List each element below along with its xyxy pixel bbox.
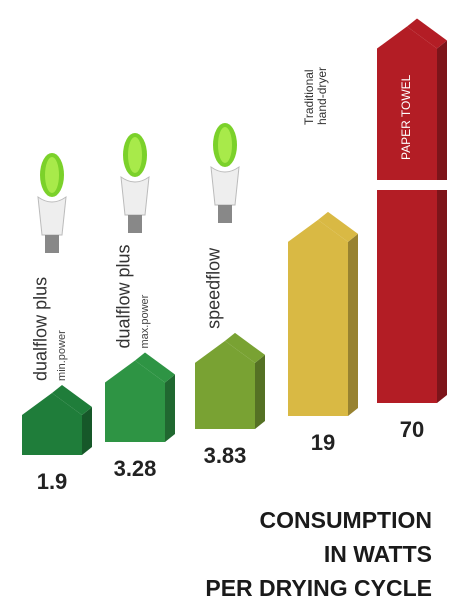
bar-side — [255, 354, 265, 429]
chart-title: CONSUMPTION — [260, 507, 433, 533]
value-label: 3.83 — [204, 443, 247, 468]
bar-break — [375, 180, 449, 190]
chart-title: PER DRYING CYCLE — [205, 575, 432, 601]
bar-roof — [225, 332, 265, 363]
bar-side — [348, 233, 358, 416]
category-label: dualflow plus — [114, 244, 134, 348]
category-label: Traditionalhand-dryer — [302, 67, 329, 125]
bar-side — [82, 406, 92, 455]
chart-title: IN WATTS — [324, 541, 432, 567]
bar — [195, 340, 255, 429]
bulb-icon — [37, 153, 67, 253]
bar — [22, 392, 82, 455]
value-label: 3.28 — [114, 456, 157, 481]
bulbs — [37, 123, 240, 253]
bar-side — [165, 374, 175, 442]
value-label: 1.9 — [37, 469, 68, 494]
bar — [377, 26, 437, 403]
bulb-icon — [120, 133, 150, 233]
category-sublabel: max.power — [139, 294, 151, 348]
bar-roof — [318, 211, 358, 242]
value-label: 70 — [400, 417, 424, 442]
bar — [105, 360, 165, 442]
bar-roof — [52, 384, 92, 415]
category-sublabel: min.power — [56, 330, 68, 381]
category-label: dualflow plus — [31, 277, 51, 381]
category-label: speedflow — [204, 247, 224, 329]
bar-roof — [407, 18, 447, 49]
bar-roof — [135, 352, 175, 383]
bar-side — [437, 40, 447, 403]
category-label: PAPER TOWEL — [399, 74, 413, 160]
value-label: 19 — [311, 430, 335, 455]
bulb-icon — [210, 123, 240, 223]
bar — [288, 219, 348, 416]
